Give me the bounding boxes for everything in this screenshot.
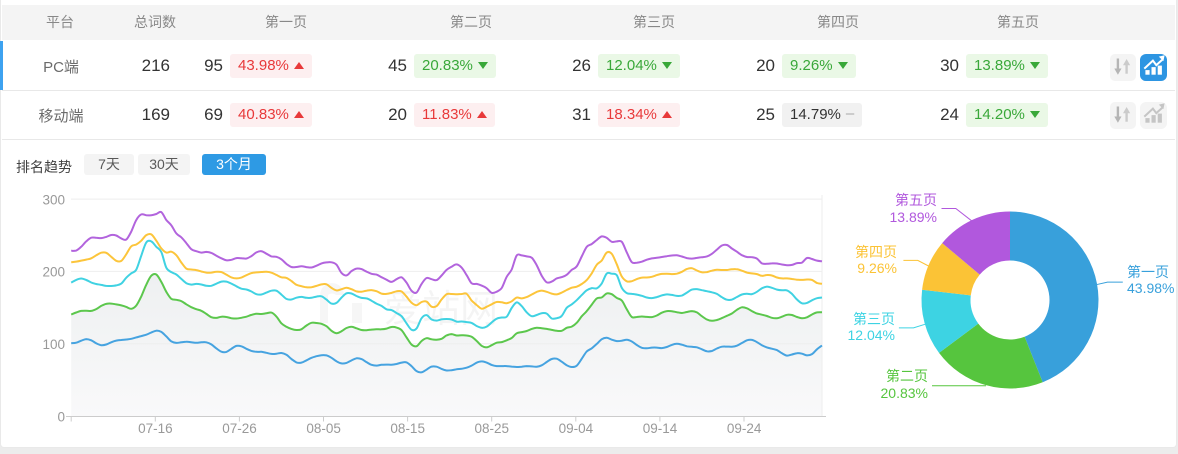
svg-text:08-05: 08-05 (306, 421, 341, 436)
svg-text:08-15: 08-15 (390, 421, 425, 436)
svg-text:09-24: 09-24 (727, 421, 762, 436)
svg-text:100: 100 (42, 337, 65, 352)
svg-text:爱站网: 爱站网 (384, 289, 498, 331)
svg-text:08-25: 08-25 (475, 421, 510, 436)
svg-text:09-04: 09-04 (559, 421, 594, 436)
svg-text:0: 0 (57, 409, 65, 424)
svg-text:300: 300 (42, 192, 65, 207)
svg-text:09-14: 09-14 (643, 421, 678, 436)
svg-text:200: 200 (42, 265, 65, 280)
svg-text:07-16: 07-16 (138, 421, 173, 436)
svg-text:07-26: 07-26 (222, 421, 257, 436)
